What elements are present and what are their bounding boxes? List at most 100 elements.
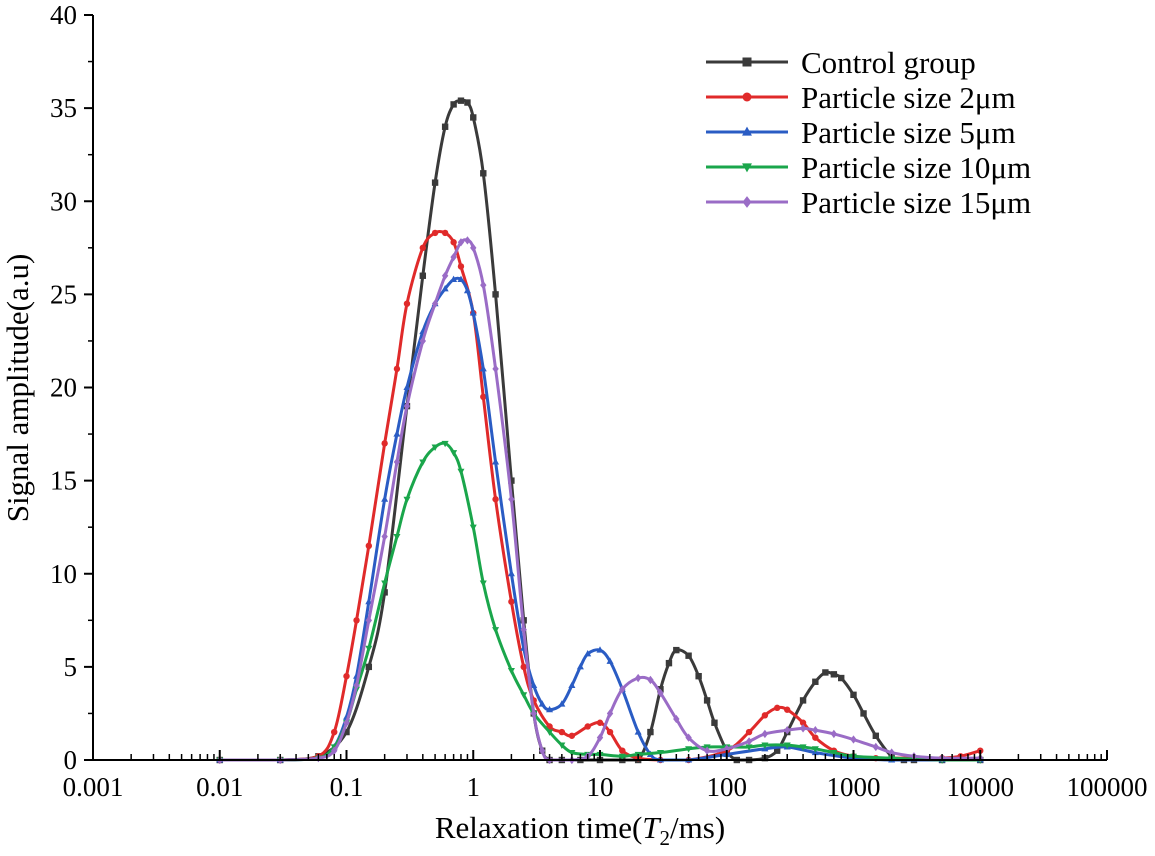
- data-point: [492, 627, 500, 634]
- x-axis-title-variable: T: [642, 810, 662, 845]
- data-point: [711, 719, 718, 726]
- series-3: [216, 275, 984, 763]
- data-point: [538, 700, 546, 707]
- data-point: [799, 697, 807, 704]
- data-point: [508, 477, 515, 484]
- data-point: [703, 746, 711, 755]
- data-point: [431, 179, 439, 186]
- data-point: [464, 236, 471, 245]
- data-point: [584, 649, 592, 657]
- data-point: [469, 309, 477, 316]
- data-point: [381, 580, 389, 587]
- data-point: [441, 440, 449, 448]
- data-point: [507, 569, 515, 577]
- x-tick-label: 100: [707, 772, 748, 802]
- data-point: [761, 742, 769, 749]
- data-point: [393, 430, 401, 437]
- series-line: [219, 229, 981, 762]
- data-point: [830, 749, 838, 757]
- data-point: [568, 681, 576, 689]
- data-point: [850, 735, 857, 744]
- data-point: [850, 691, 857, 699]
- data-point: [403, 300, 411, 307]
- data-point: [492, 458, 500, 465]
- data-point: [381, 440, 388, 447]
- data-point: [568, 749, 576, 757]
- data-point: [419, 459, 427, 466]
- data-point: [838, 674, 845, 682]
- x-axis-title: Relaxation time(T2/ms): [435, 810, 725, 850]
- data-point: [812, 726, 819, 735]
- legend-label: Particle size 5μm: [801, 115, 1016, 150]
- data-point: [520, 625, 527, 634]
- y-tick-label: 5: [64, 652, 78, 682]
- data-point: [830, 729, 838, 739]
- data-point: [479, 365, 487, 372]
- data-point: [783, 742, 791, 749]
- data-point: [441, 271, 449, 280]
- data-point: [365, 645, 373, 653]
- series-2: [216, 229, 984, 764]
- legend-item: Particle size 5μm: [706, 115, 1016, 150]
- data-point: [530, 709, 537, 718]
- data-point: [343, 672, 350, 680]
- data-point: [343, 718, 350, 727]
- data-point: [419, 244, 427, 252]
- data-point: [606, 657, 614, 664]
- data-point: [784, 726, 791, 735]
- data-point: [393, 365, 401, 373]
- data-point: [419, 272, 427, 279]
- data-point: [812, 734, 819, 741]
- data-point: [799, 744, 807, 751]
- legend-label: Control group: [801, 45, 976, 80]
- legend-item: Particle size 2μm: [706, 80, 1016, 115]
- data-point: [872, 732, 880, 739]
- data-point: [799, 719, 807, 726]
- data-point: [673, 714, 680, 724]
- x-tick-label: 10000: [947, 772, 1015, 802]
- x-axis-title-prefix: Relaxation time(: [435, 810, 642, 845]
- data-point: [745, 744, 753, 751]
- data-point: [703, 697, 711, 704]
- y-tick-label: 20: [50, 373, 77, 403]
- data-point: [723, 744, 730, 753]
- legend-label: Particle size 10μm: [801, 150, 1031, 185]
- series-5: [216, 236, 984, 765]
- x-tick-label: 1000: [827, 772, 881, 802]
- data-point: [860, 710, 867, 717]
- data-point: [480, 393, 487, 401]
- data-point: [872, 742, 880, 752]
- data-point: [657, 688, 664, 698]
- data-point: [470, 114, 477, 121]
- data-point: [812, 678, 819, 685]
- data-point: [479, 580, 487, 587]
- legend-marker: [742, 126, 752, 136]
- series-line: [219, 238, 981, 762]
- data-point: [576, 663, 584, 670]
- data-point: [450, 450, 458, 457]
- data-point: [331, 728, 338, 736]
- y-tick-label: 40: [50, 0, 77, 30]
- data-point: [619, 685, 626, 694]
- data-point: [381, 589, 388, 596]
- data-point: [647, 728, 654, 736]
- data-point: [761, 729, 769, 739]
- data-point: [546, 705, 554, 713]
- data-point: [584, 723, 591, 730]
- data-point: [685, 733, 692, 742]
- data-point: [492, 291, 499, 298]
- data-point: [558, 742, 566, 749]
- data-point: [419, 336, 427, 346]
- data-point: [450, 252, 457, 262]
- data-point: [457, 238, 465, 247]
- data-point: [530, 681, 538, 689]
- y-tick-label: 10: [50, 559, 77, 589]
- data-point: [353, 681, 360, 690]
- data-point: [745, 728, 753, 736]
- data-point: [520, 663, 527, 671]
- data-point: [365, 597, 373, 605]
- data-point: [634, 673, 642, 683]
- data-point: [634, 728, 642, 735]
